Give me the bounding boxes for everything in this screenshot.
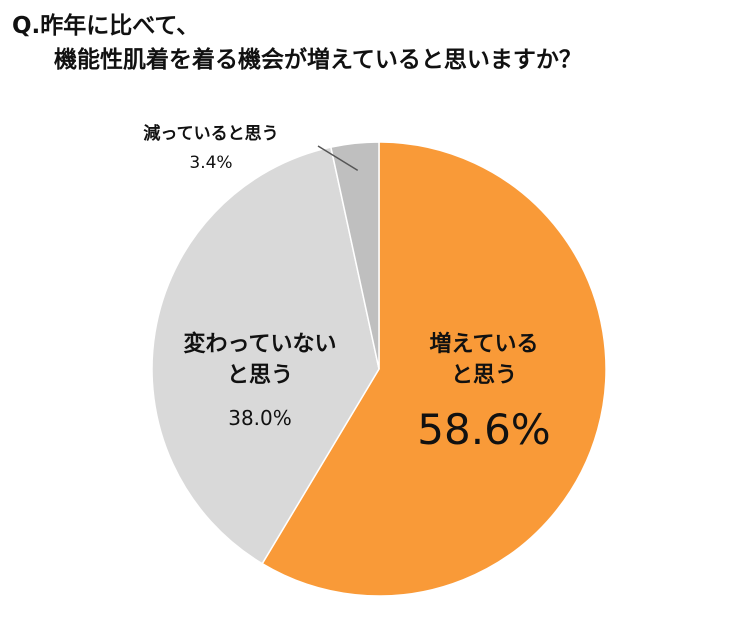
pie-slice-0 [261,141,607,597]
slice-value-label: 58.6% [417,405,550,454]
slice-label-line: 増えている [430,331,539,357]
pie-slice-1 [151,146,380,565]
slice-value-label: 38.0% [228,406,292,430]
slice-label-line: 減っていると思う [143,123,278,144]
chart-title-line-1: Q.昨年に比べて、 [12,13,200,39]
slice-label-line: 変わっていない [184,331,337,357]
leader-line [317,145,359,172]
slice-label-line: と思う [227,363,293,388]
slice-label-line: と思う [451,363,517,388]
pie-slice-2 [329,141,380,370]
pie-slices [151,141,607,597]
slice-value-label: 3.4% [189,153,232,173]
chart-title-line-2: 機能性肌着を着る機会が増えていると思いますか？ [54,47,582,73]
